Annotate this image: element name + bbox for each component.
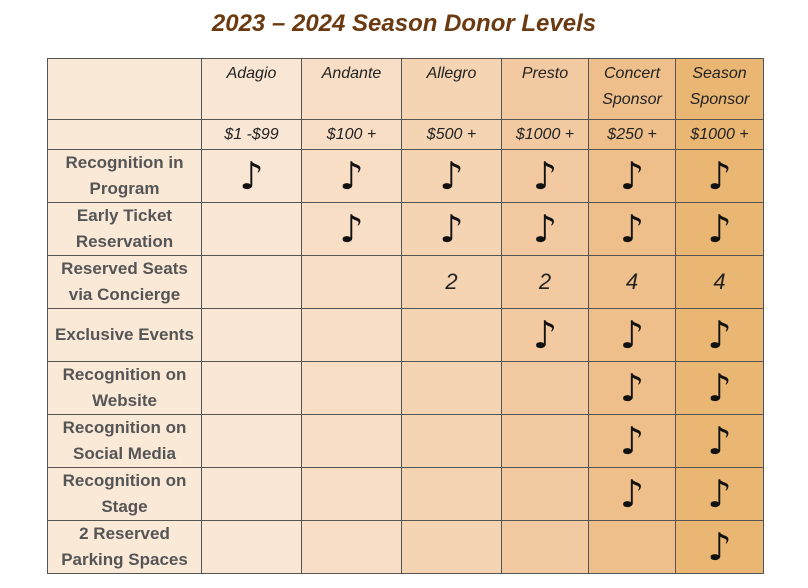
empty-cell xyxy=(201,255,302,309)
benefit-cell: ♪ xyxy=(501,308,589,362)
column-name: Presto xyxy=(501,58,589,120)
benefit-row: 2 Reserved Parking Spaces ♪ xyxy=(47,520,764,574)
benefit-cell: ♪ xyxy=(675,149,764,203)
benefit-cell: ♪ xyxy=(675,467,764,521)
column-price: $1000 + xyxy=(501,119,589,150)
corner-cell xyxy=(47,119,202,150)
header-row: Adagio Andante Allegro Presto Concert Sponso… xyxy=(47,58,764,120)
row-label: Recognition on Social Media xyxy=(47,414,202,468)
benefit-cell: ♪ xyxy=(401,202,502,256)
benefit-row: Recognition on Social Media ♪ ♪ xyxy=(47,414,764,468)
benefit-cell: ♪ xyxy=(675,520,764,574)
row-label: Recognition in Program xyxy=(47,149,202,203)
column-price: $500 + xyxy=(401,119,502,150)
benefit-cell: ♪ xyxy=(588,149,676,203)
benefit-cell: ♪ xyxy=(675,202,764,256)
benefit-cell: 4 xyxy=(588,255,676,309)
empty-cell xyxy=(401,467,502,521)
row-label: Reserved Seats via Concierge xyxy=(47,255,202,309)
empty-cell xyxy=(201,361,302,415)
empty-cell xyxy=(301,255,402,309)
empty-cell xyxy=(501,520,589,574)
empty-cell xyxy=(501,467,589,521)
benefit-cell: ♪ xyxy=(301,149,402,203)
empty-cell xyxy=(301,308,402,362)
benefit-cell: ♪ xyxy=(501,149,589,203)
benefit-row: Recognition on Website ♪ ♪ xyxy=(47,361,764,415)
title: 2023 – 2024 Season Donor Levels xyxy=(211,10,597,37)
empty-cell xyxy=(201,202,302,256)
column-price: $100 + xyxy=(301,119,402,150)
benefit-cell: 4 xyxy=(675,255,764,309)
benefit-cell: 2 xyxy=(501,255,589,309)
benefit-row: Recognition on Stage ♪ ♪ xyxy=(47,467,764,521)
benefit-cell: ♪ xyxy=(588,202,676,256)
benefit-cell: ♪ xyxy=(588,467,676,521)
benefit-row: Early Ticket Reservation ♪ ♪ ♪ ♪ ♪ xyxy=(47,202,764,256)
benefit-row: Exclusive Events ♪ ♪ ♪ xyxy=(47,308,764,362)
empty-cell xyxy=(201,520,302,574)
benefit-cell: ♪ xyxy=(301,202,402,256)
row-label: 2 Reserved Parking Spaces xyxy=(47,520,202,574)
empty-cell xyxy=(401,361,502,415)
benefit-cell: ♪ xyxy=(401,149,502,203)
benefit-cell: ♪ xyxy=(675,361,764,415)
empty-cell xyxy=(201,308,302,362)
column-price: $1 -$99 xyxy=(201,119,302,150)
column-price: $250 + xyxy=(588,119,676,150)
empty-cell xyxy=(301,520,402,574)
price-row: $1 -$99 $100 + $500 + $1000 + $250 + $1000 + xyxy=(47,119,764,150)
column-name: Allegro xyxy=(401,58,502,120)
benefit-cell: 2 xyxy=(401,255,502,309)
benefit-cell: ♪ xyxy=(588,361,676,415)
empty-cell xyxy=(301,361,402,415)
column-name: Concert Sponsor xyxy=(588,58,676,120)
column-name: Adagio xyxy=(201,58,302,120)
benefit-cell: ♪ xyxy=(588,308,676,362)
benefit-cell: ♪ xyxy=(501,202,589,256)
empty-cell xyxy=(401,308,502,362)
column-price: $1000 + xyxy=(675,119,764,150)
empty-cell xyxy=(501,361,589,415)
empty-cell xyxy=(301,414,402,468)
column-name: Season Sponsor xyxy=(675,58,764,120)
empty-cell xyxy=(501,414,589,468)
corner-cell xyxy=(47,58,202,120)
empty-cell xyxy=(401,520,502,574)
row-label: Early Ticket Reservation xyxy=(47,202,202,256)
benefit-row: Reserved Seats via Concierge 2 2 4 4 xyxy=(47,255,764,309)
benefit-cell: ♪ xyxy=(588,414,676,468)
row-label: Exclusive Events xyxy=(47,308,202,362)
empty-cell xyxy=(588,520,676,574)
benefit-cell: ♪ xyxy=(201,149,302,203)
row-label: Recognition on Website xyxy=(47,361,202,415)
empty-cell xyxy=(201,467,302,521)
benefit-row: Recognition in Program ♪ ♪ ♪ ♪ ♪ ♪ xyxy=(47,149,764,203)
benefit-cell: ♪ xyxy=(675,308,764,362)
empty-cell xyxy=(301,467,402,521)
column-name: Andante xyxy=(301,58,402,120)
empty-cell xyxy=(401,414,502,468)
donor-table: Adagio Andante Allegro Presto Concert Sponso… xyxy=(47,58,764,574)
benefit-cell: ♪ xyxy=(675,414,764,468)
row-label: Recognition on Stage xyxy=(47,467,202,521)
empty-cell xyxy=(201,414,302,468)
